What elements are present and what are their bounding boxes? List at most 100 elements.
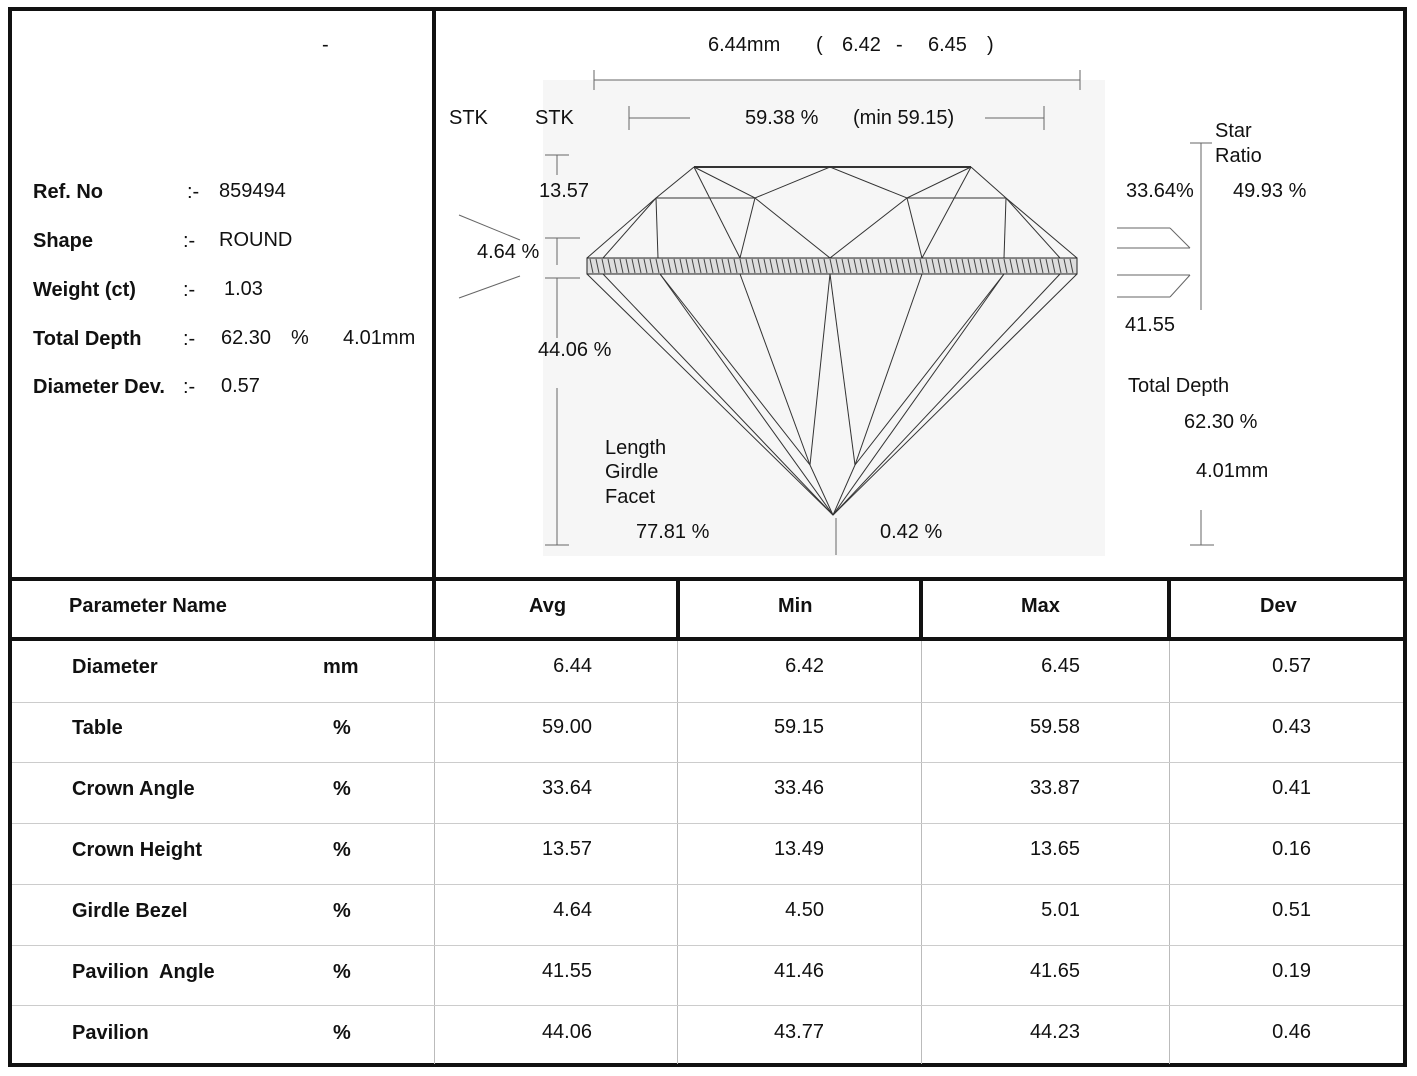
diameter-max: 6.45 <box>928 34 967 56</box>
row-max: 59.58 <box>1029 716 1080 738</box>
row-parameter-name: Pavilion Angle <box>72 961 215 983</box>
pavilion-angle: 41.55 <box>1125 314 1176 336</box>
girdle-hatch-line <box>775 258 780 274</box>
girdle-hatch-line <box>877 258 882 274</box>
row-parameter-name: Pavilion <box>72 1022 149 1044</box>
girdle-hatch-line <box>625 258 630 274</box>
girdle-hatch-line <box>745 258 750 274</box>
girdle-hatch-line <box>763 258 768 274</box>
girdle-hatch-line <box>859 258 864 274</box>
row-avg: 6.44 <box>553 655 592 677</box>
table-percentage: 59.38 % <box>745 107 819 129</box>
girdle-hatch-line <box>1045 258 1050 274</box>
info-label: Diameter Dev. <box>33 376 165 398</box>
star-ratio-label-2: Ratio <box>1215 145 1262 167</box>
row-avg: 13.57 <box>541 838 592 860</box>
star-ratio-label-1: Star <box>1215 120 1252 142</box>
girdle-hatch-line <box>601 258 606 274</box>
girdle-hatch-line <box>691 258 696 274</box>
lgf-value: 77.81 % <box>636 521 710 543</box>
row-avg: 33.64 <box>541 777 592 799</box>
girdle-bezel: 4.64 % <box>477 241 540 263</box>
report-frame <box>8 7 1407 1067</box>
girdle-hatch-line <box>739 258 744 274</box>
girdle-hatch-line <box>703 258 708 274</box>
girdle-hatch-line <box>955 258 960 274</box>
girdle-hatch-line <box>721 258 726 274</box>
header-dash: - <box>322 34 329 56</box>
dimension-lines <box>458 70 1214 555</box>
girdle-hatch-line <box>997 258 1002 274</box>
info-value: ROUND <box>219 229 293 251</box>
diamond-outline <box>586 166 1078 516</box>
lgf-label-length: Length <box>605 437 667 459</box>
girdle-hatch-line <box>619 258 624 274</box>
row-min: 41.46 <box>773 960 824 982</box>
girdle-hatch-line <box>673 258 678 274</box>
girdle-hatch-line <box>787 258 792 274</box>
section-divider <box>8 577 1407 581</box>
row-divider <box>12 945 1403 946</box>
row-dev: 0.43 <box>1272 716 1311 738</box>
pavilion-depth: 44.06 % <box>538 339 612 361</box>
row-avg: 4.64 <box>553 899 592 921</box>
girdle-hatch-line <box>637 258 642 274</box>
header-col-divider <box>919 580 923 640</box>
row-max: 13.65 <box>1029 838 1080 860</box>
girdle-hatch-line <box>757 258 762 274</box>
girdle-hatch-line <box>643 258 648 274</box>
girdle-hatch-line <box>835 258 840 274</box>
info-sep: :- <box>183 230 196 252</box>
diameter-close-paren: ) <box>987 34 994 56</box>
girdle-hatch-line <box>913 258 918 274</box>
row-unit: % <box>333 1022 351 1044</box>
girdle-hatch-line <box>907 258 912 274</box>
girdle-hatch-line <box>1027 258 1032 274</box>
girdle-hatch-line <box>967 258 972 274</box>
girdle-hatch-line <box>823 258 828 274</box>
girdle-hatch-line <box>895 258 900 274</box>
header-dev: Dev <box>1260 595 1297 617</box>
girdle-hatch-line <box>925 258 930 274</box>
row-parameter-name: Table <box>72 717 123 739</box>
row-max: 33.87 <box>1029 777 1080 799</box>
row-max: 44.23 <box>1029 1021 1080 1043</box>
row-dev: 0.41 <box>1272 777 1311 799</box>
girdle-hatch-line <box>1069 258 1074 274</box>
diameter-avg: 6.44mm <box>708 34 781 56</box>
girdle-hatch-line <box>727 258 732 274</box>
girdle-hatch-line <box>751 258 756 274</box>
girdle-hatch-line <box>937 258 942 274</box>
info-label: Total Depth <box>33 328 142 350</box>
girdle-hatch-line <box>973 258 978 274</box>
row-dev: 0.46 <box>1272 1021 1311 1043</box>
girdle-hatch-line <box>901 258 906 274</box>
row-unit: % <box>333 839 351 861</box>
info-value: 1.03 <box>224 278 263 300</box>
girdle-hatch-line <box>1063 258 1068 274</box>
girdle-hatch-line <box>991 258 996 274</box>
row-unit: % <box>333 778 351 800</box>
info-value: 859494 <box>219 180 286 202</box>
girdle-hatch-line <box>649 258 654 274</box>
girdle-hatch-line <box>1015 258 1020 274</box>
row-dev: 0.16 <box>1272 838 1311 860</box>
girdle-hatch-line <box>1033 258 1038 274</box>
header-min: Min <box>778 595 813 617</box>
girdle-hatch-line <box>949 258 954 274</box>
girdle-hatch-line <box>817 258 822 274</box>
table-minimum: (min 59.15) <box>853 107 955 129</box>
body-col-divider <box>434 641 435 1064</box>
girdle-hatch-line <box>631 258 636 274</box>
info-sep: :- <box>183 376 196 398</box>
header-col-divider <box>1167 580 1171 640</box>
row-min: 59.15 <box>773 716 824 738</box>
row-min: 33.46 <box>773 777 824 799</box>
girdle-hatch-line <box>853 258 858 274</box>
header-max: Max <box>1021 595 1060 617</box>
girdle-hatch-line <box>889 258 894 274</box>
girdle-hatch-line <box>589 258 594 274</box>
row-min: 13.49 <box>773 838 824 860</box>
girdle-hatch-line <box>1039 258 1044 274</box>
info-sep: :- <box>183 328 196 350</box>
